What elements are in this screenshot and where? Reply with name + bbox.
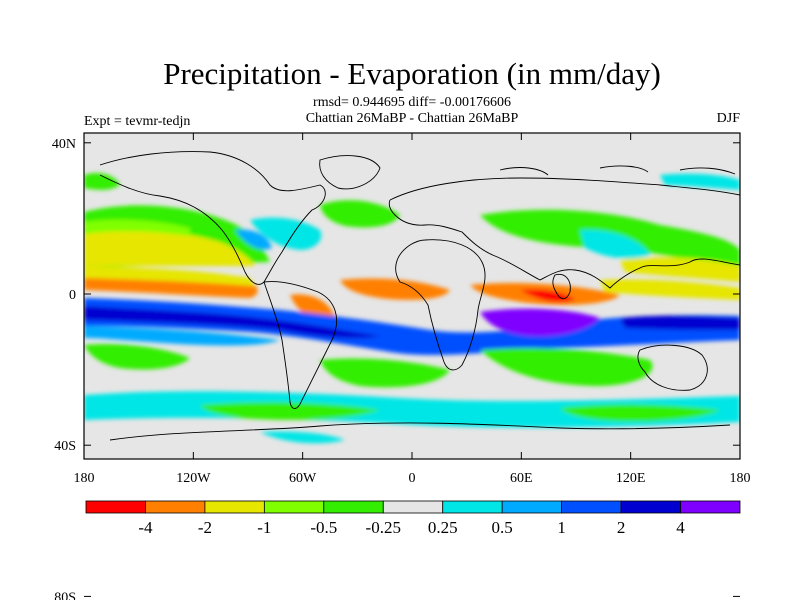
field-contours — [84, 173, 740, 444]
comparison-label: Chattian 26MaBP - Chattian 26MaBP — [306, 111, 519, 126]
colorbar-swatch — [680, 500, 741, 514]
lat-label: 40N — [52, 137, 76, 152]
south-america-orange — [290, 294, 335, 322]
lat-label: 80S — [54, 590, 76, 600]
south-blue-band — [84, 298, 740, 356]
pacific-navy-east — [620, 315, 740, 330]
indian-purple — [480, 308, 600, 337]
season-label: DJF — [717, 111, 741, 126]
south-navy-band — [84, 306, 380, 338]
colorbar-swatch — [382, 500, 444, 514]
lon-label: 0 — [409, 471, 416, 486]
colorbar-label: 1 — [557, 518, 566, 537]
lon-label: 60E — [510, 471, 533, 486]
lon-label: 60W — [289, 471, 317, 486]
colorbar-swatch — [323, 500, 384, 514]
north-america-coast — [99, 151, 326, 285]
arctic-cyan — [660, 173, 740, 190]
atlantic-orange — [340, 278, 450, 300]
stats-label: rmsd= 0.944695 diff= -0.00176606 — [313, 95, 511, 110]
south-green-far-east — [560, 404, 720, 422]
pacific-yellow-west — [620, 257, 740, 282]
colorbar — [85, 500, 741, 514]
colorbar-swatch — [561, 500, 622, 514]
colorbar-swatch — [263, 500, 325, 514]
asia-cyan — [580, 229, 650, 259]
latitude-labels: 80N 40N 0 40S 80S — [52, 0, 76, 600]
colorbar-label: 0.25 — [428, 518, 458, 537]
north-atlantic-blue — [235, 229, 272, 250]
tropical-yellow-belt — [84, 266, 255, 286]
colorbar-label: -0.25 — [366, 518, 401, 537]
arctic-islands — [499, 165, 736, 176]
south-america-coast — [263, 281, 337, 409]
indian-red — [520, 289, 575, 302]
map-field — [84, 133, 740, 459]
eurasia-coast — [388, 177, 740, 289]
south-green-atlantic — [320, 358, 450, 388]
experiment-label: Expt = tevmr-tedjn — [84, 114, 190, 129]
lon-label: 180 — [74, 471, 95, 486]
plot-title: Precipitation - Evaporation (in mm/day) — [163, 56, 661, 91]
colorbar-swatch — [85, 500, 146, 514]
colorbar-swatch — [204, 500, 265, 514]
lat-label: 40S — [54, 439, 76, 454]
south-green-west — [84, 344, 190, 370]
colorbar-label: -4 — [138, 518, 153, 537]
australia-coast — [637, 344, 708, 391]
pacific-yellow-east — [600, 279, 740, 300]
north-lightgreen-band — [84, 219, 190, 236]
greenland-coast — [319, 155, 381, 190]
lon-label: 180 — [730, 471, 751, 486]
colorbar-label: -0.5 — [310, 518, 337, 537]
colorbar-label: -1 — [257, 518, 271, 537]
colorbar-label: 4 — [676, 518, 685, 537]
south-green-indian — [480, 348, 653, 386]
lat-label: 80N — [52, 0, 76, 1]
coastlines — [99, 151, 740, 441]
lon-label: 120E — [616, 471, 646, 486]
colorbar-swatch — [442, 500, 503, 514]
longitude-labels: 180 120W 60W 0 60E 120E 180 — [74, 471, 751, 486]
south-cyan-fringe — [84, 326, 280, 346]
north-atlantic-cyan — [250, 217, 322, 250]
colorbar-labels: -4 -2 -1 -0.5 -0.25 0.25 0.5 1 2 4 — [138, 518, 685, 537]
antarctic-cyan — [260, 431, 345, 444]
antarctica-coast — [109, 422, 731, 441]
north-yellow-band — [84, 229, 255, 266]
colorbar-label: 0.5 — [492, 518, 513, 537]
south-green-far — [200, 402, 380, 420]
south-cyan-band — [84, 391, 740, 428]
colorbar-label: 2 — [617, 518, 626, 537]
colorbar-swatch — [145, 500, 206, 514]
colorbar-swatch — [620, 500, 681, 514]
colorbar-swatch — [501, 500, 563, 514]
india-coast — [552, 273, 571, 300]
axis-ticks — [83, 133, 741, 597]
colorbar-label: -2 — [198, 518, 212, 537]
africa-coast — [395, 239, 486, 371]
north-pacific-green-top — [84, 173, 120, 190]
europe-green — [320, 200, 400, 228]
lon-label: 120W — [176, 471, 211, 486]
lat-label: 0 — [69, 288, 76, 303]
